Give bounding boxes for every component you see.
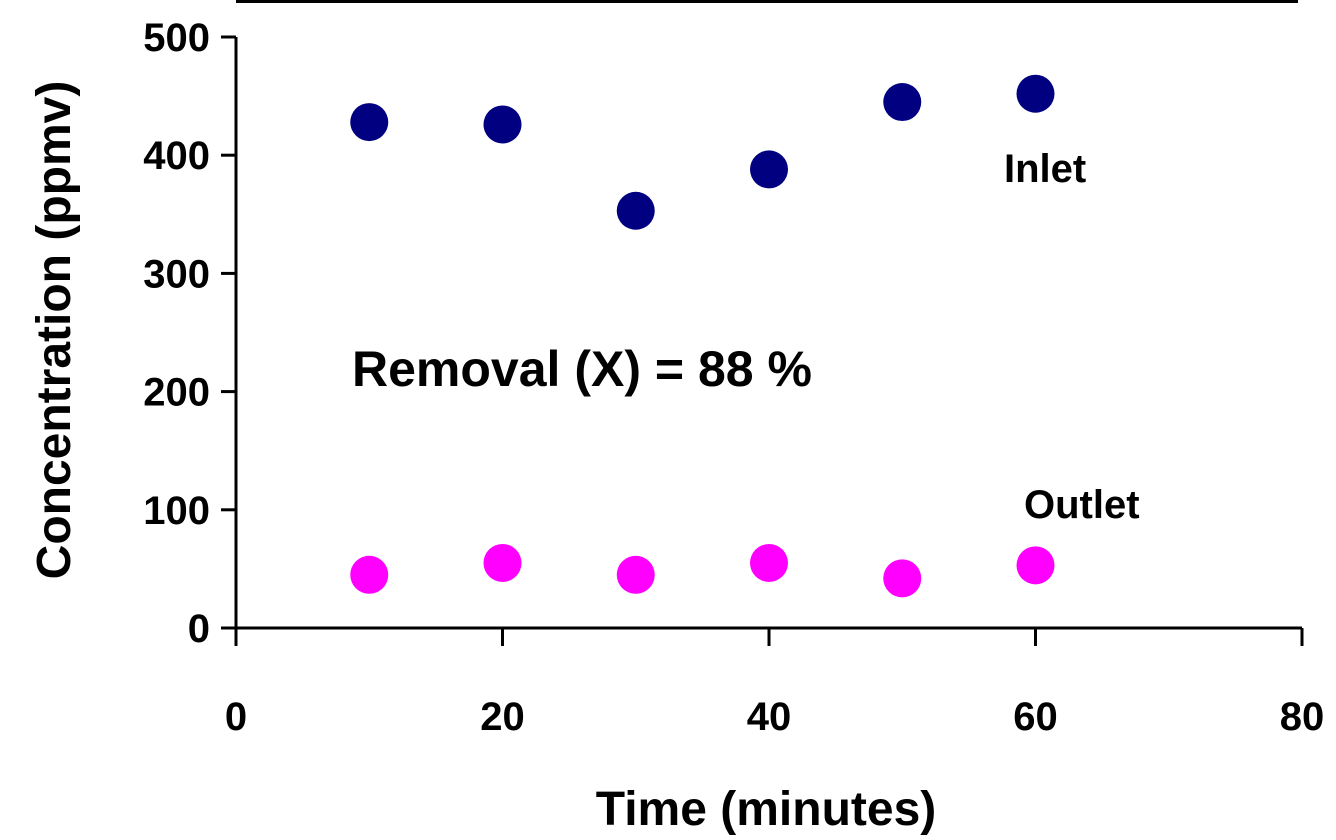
x-tick-label: 20	[480, 695, 525, 739]
inlet-data-point	[883, 83, 922, 122]
y-tick-label: 300	[143, 252, 210, 296]
y-tick-label: 100	[143, 489, 210, 533]
outlet-data-point	[1016, 546, 1055, 585]
x-axis-title: Time (minutes)	[596, 783, 937, 836]
y-axis-ticks: 0 100 200 300 400 500	[143, 16, 236, 651]
outlet-data-point	[616, 555, 655, 594]
outlet-data-point	[350, 555, 389, 594]
x-axis-ticks: 0 20 40 60 80	[225, 628, 1324, 739]
inlet-data-point	[350, 103, 389, 142]
y-tick-label: 500	[143, 16, 210, 60]
inlet-data-point	[750, 150, 788, 189]
x-tick-label: 80	[1280, 695, 1325, 739]
inlet-data-point	[1016, 74, 1055, 113]
inlet-series-label: Inlet	[1004, 147, 1086, 191]
inlet-data-point	[483, 105, 522, 144]
x-tick-label: 0	[225, 695, 247, 739]
y-tick-label: 200	[143, 371, 210, 415]
data-points	[350, 74, 1055, 598]
outlet-data-point	[750, 543, 788, 582]
y-axis-title: Concentration (ppmv)	[28, 81, 81, 580]
removal-annotation: Removal (X) = 88 %	[352, 341, 812, 397]
y-tick-label: 0	[188, 607, 210, 651]
outlet-data-point	[883, 559, 922, 598]
outlet-series-label: Outlet	[1024, 483, 1140, 527]
x-tick-label: 60	[1013, 695, 1058, 739]
x-tick-label: 40	[747, 695, 792, 739]
inlet-data-point	[616, 191, 655, 230]
outlet-data-point	[483, 543, 522, 582]
y-tick-label: 400	[143, 134, 210, 178]
